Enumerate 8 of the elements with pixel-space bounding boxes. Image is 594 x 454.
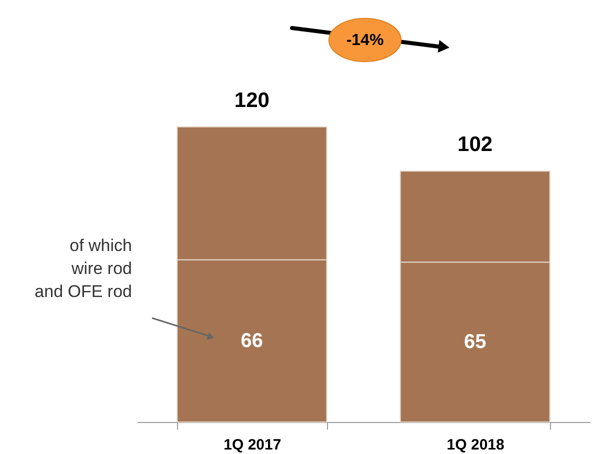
data-label: 65 <box>464 331 486 354</box>
x-tick-label: 1Q 2017 <box>224 436 282 454</box>
text: -14% <box>346 32 384 49</box>
text: of which wire rod and OFE rod <box>34 236 132 301</box>
data-label: 66 <box>240 330 264 352</box>
total-label: 120 <box>234 88 270 112</box>
total-label: 102 <box>458 133 493 156</box>
x-tick-label: 1Q 2018 <box>446 436 504 454</box>
